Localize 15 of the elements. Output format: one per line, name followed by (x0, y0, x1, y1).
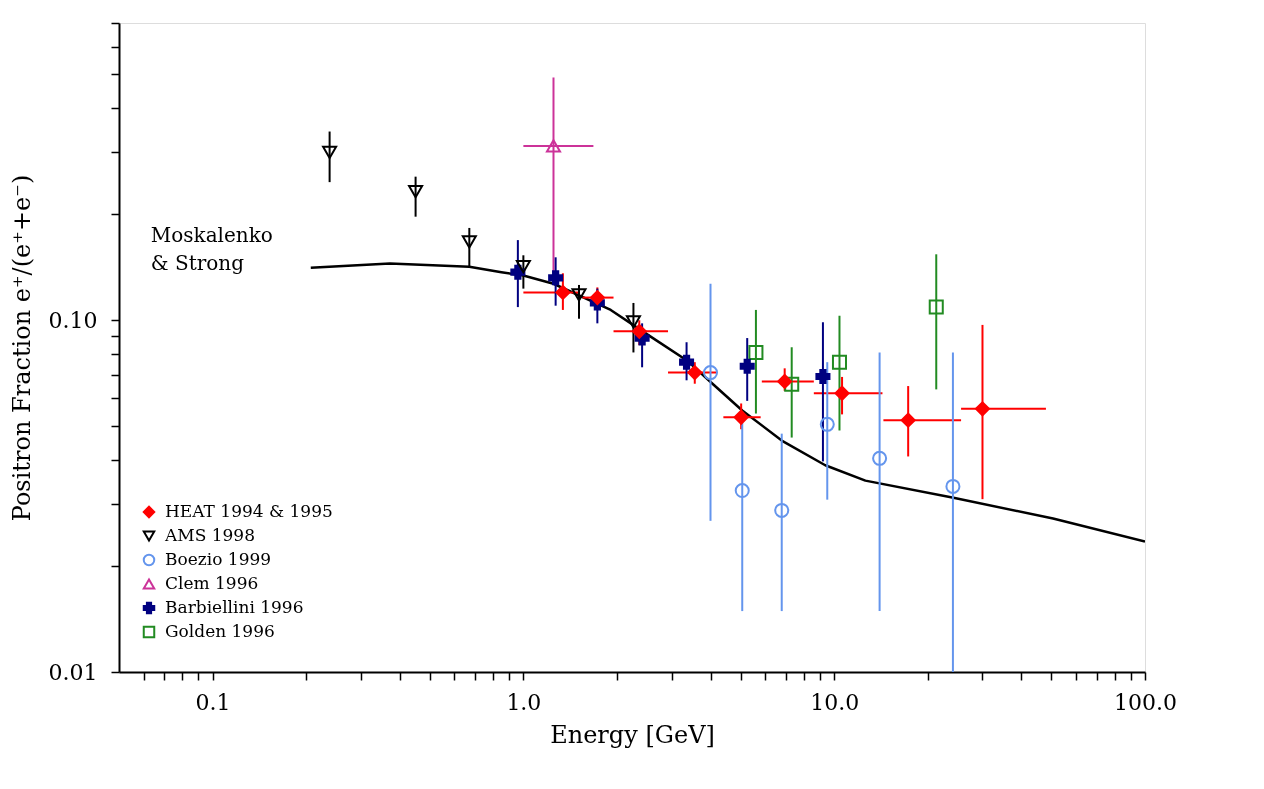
y-tick-label: 0.10 (48, 307, 98, 333)
x-tick-label: 100.0 (1114, 689, 1177, 715)
x-axis-title: Energy [GeV] (550, 720, 715, 749)
x-tick-label: 1.0 (506, 689, 542, 715)
x-tick-label: 0.1 (195, 689, 231, 715)
legend-label: HEAT 1994 & 1995 (165, 501, 333, 521)
legend-label: Boezio 1999 (165, 549, 272, 569)
legend-label: Golden 1996 (165, 621, 275, 641)
legend-label: Barbiellini 1996 (165, 597, 304, 617)
legend-label: AMS 1998 (164, 525, 255, 545)
x-tick-label: 10.0 (810, 689, 860, 715)
y-axis-title: Positron Fraction e⁺/(e⁺+e⁻) (7, 174, 36, 522)
y-tick-label: 0.01 (48, 659, 98, 685)
series-label: Moskalenko & Strong (150, 222, 273, 275)
legend-label: Clem 1996 (165, 573, 259, 593)
